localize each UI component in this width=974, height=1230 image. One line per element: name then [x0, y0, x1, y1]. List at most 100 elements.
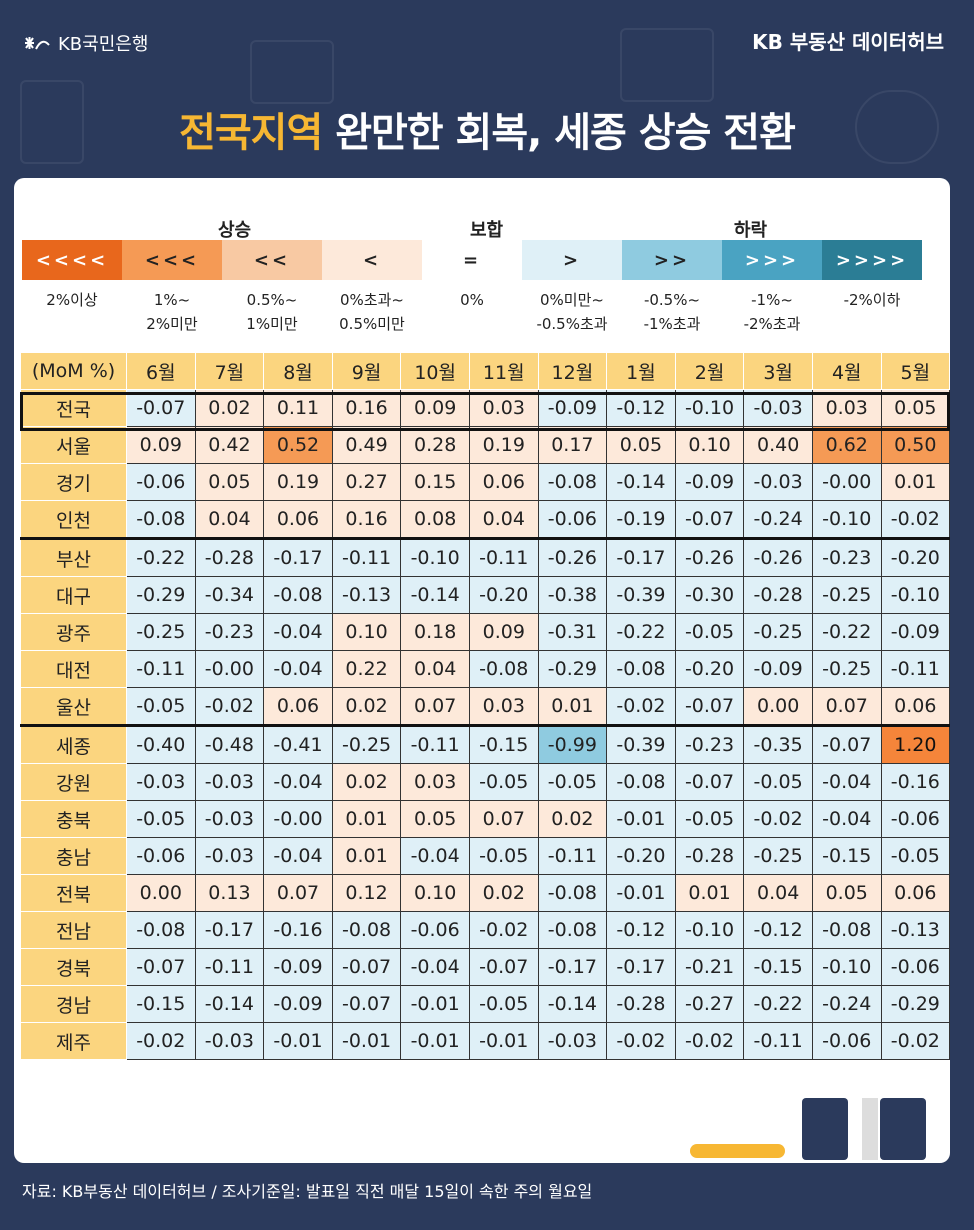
value-cell: 0.13	[194, 874, 265, 912]
region-label: 강원	[20, 763, 127, 801]
value-cell: -0.02	[606, 687, 676, 726]
value-cell: 0.01	[331, 837, 402, 875]
value-cell: -0.31	[537, 613, 608, 651]
bg-chart-outline	[620, 28, 714, 102]
value-cell: 1.20	[880, 724, 951, 764]
legend-label-line1: 2%이상	[46, 291, 98, 309]
value-cell: -0.08	[537, 463, 608, 501]
value-cell: -0.03	[194, 763, 265, 801]
value-cell: -0.05	[537, 763, 608, 801]
value-cell: -0.26	[537, 537, 608, 577]
bg-house-outline	[855, 90, 939, 164]
value-cell: -0.12	[743, 911, 813, 949]
value-cell: -0.07	[674, 687, 745, 726]
value-cell: -0.27	[674, 985, 745, 1023]
value-cell: 0.42	[194, 426, 265, 464]
value-cell: 0.02	[331, 687, 402, 726]
value-cell: 0.49	[331, 426, 402, 464]
region-label: 전국	[20, 389, 127, 427]
region-label: 세종	[20, 724, 127, 764]
value-cell: -0.22	[606, 613, 676, 651]
value-cell: -0.25	[126, 613, 196, 651]
value-cell: 0.03	[468, 389, 539, 427]
legend-label-line1: -2%이하	[843, 291, 901, 309]
value-cell: -0.23	[811, 537, 882, 577]
value-cell: 0.06	[263, 500, 333, 539]
table-row: 충북 -0.05 -0.03 -0.00 0.01 0.05 0.07 0.02 -0.01 -0…	[20, 800, 951, 838]
value-cell: -0.01	[400, 1022, 470, 1060]
table-row: 서울 0.09 0.42 0.52 0.49 0.28 0.19 0.17 0.05 0.10 0.…	[20, 426, 951, 464]
value-cell: -0.07	[674, 500, 745, 539]
value-cell: 0.17	[537, 426, 608, 464]
legend-swatch: <<<<	[22, 240, 122, 280]
value-cell: -0.02	[743, 800, 813, 838]
value-cell: -0.15	[468, 724, 539, 764]
region-label: 서울	[20, 426, 127, 464]
value-cell: 0.02	[194, 389, 265, 427]
value-cell: 0.18	[400, 613, 470, 651]
value-cell: 0.10	[674, 426, 745, 464]
value-cell: -0.20	[880, 537, 951, 577]
page-title: 전국지역 완만한 회복, 세종 상승 전환	[0, 100, 974, 158]
value-cell: -0.15	[126, 985, 196, 1023]
legend-label-line2: -1%초과	[643, 315, 701, 333]
table-row: 강원 -0.03 -0.03 -0.04 0.02 0.03 -0.05 -0.05 -0.08…	[20, 763, 951, 801]
value-cell: -0.48	[194, 724, 265, 764]
value-cell: -0.09	[674, 463, 745, 501]
value-cell: 0.06	[880, 874, 951, 912]
value-cell: -0.14	[537, 985, 608, 1023]
legend-label-line1: 0%	[460, 291, 484, 309]
value-cell: -0.08	[811, 911, 882, 949]
value-cell: -0.19	[606, 500, 676, 539]
table-row: 광주 -0.25 -0.23 -0.04 0.10 0.18 0.09 -0.31 -0.22-…	[20, 613, 951, 651]
value-cell: -0.22	[126, 537, 196, 577]
value-cell: -0.24	[743, 500, 813, 539]
value-cell: -0.10	[400, 537, 470, 577]
value-cell: -0.22	[743, 985, 813, 1023]
region-label: 충북	[20, 800, 127, 838]
legend-swatch: >	[522, 240, 622, 280]
region-label: 대구	[20, 576, 127, 614]
table-row: 대전 -0.11 -0.00 -0.04 0.22 0.04 -0.08 -0.29 -0.08…	[20, 650, 951, 688]
value-cell: -0.01	[606, 874, 676, 912]
legend-label: 0%초과~ 0.5%미만	[324, 288, 420, 336]
value-cell: 0.05	[606, 426, 676, 464]
table-row: 경북 -0.07 -0.11 -0.09 -0.07 -0.04 -0.07 -0.17 -0.…	[20, 948, 951, 986]
legend-label-line1: -1%~	[751, 291, 793, 309]
value-cell: -0.23	[674, 724, 745, 764]
kb-star-icon	[25, 37, 50, 50]
value-cell: -0.04	[263, 613, 333, 651]
value-cell: -0.06	[126, 837, 196, 875]
value-cell: 0.50	[880, 426, 951, 464]
table-row: 인천 -0.08 0.04 0.06 0.16 0.08 0.04 -0.06 -0.19 -0.…	[20, 500, 951, 539]
table-row: 충남 -0.06 -0.03 -0.04 0.01 -0.04 -0.05 -0.11 -0.2…	[20, 837, 951, 875]
value-cell: -0.10	[811, 948, 882, 986]
value-cell: -0.39	[606, 724, 676, 764]
value-cell: -0.01	[263, 1022, 333, 1060]
month-header: 5월	[880, 352, 951, 390]
value-cell: -0.07	[331, 985, 402, 1023]
value-cell: -0.06	[400, 911, 470, 949]
value-cell: -0.11	[331, 537, 402, 577]
value-cell: 0.05	[194, 463, 265, 501]
legend-swatch: =	[422, 240, 522, 280]
value-cell: -0.08	[126, 911, 196, 949]
value-cell: 0.07	[400, 687, 470, 726]
value-cell: -0.05	[743, 763, 813, 801]
value-cell: 0.62	[811, 426, 882, 464]
value-cell: -0.01	[400, 985, 470, 1023]
region-label: 대전	[20, 650, 127, 688]
legend-label-line2: -2%초과	[743, 315, 801, 333]
legend-label: 0.5%~ 1%미만	[224, 288, 320, 336]
value-cell: -0.07	[468, 948, 539, 986]
value-cell: -0.28	[674, 837, 745, 875]
value-cell: -0.08	[126, 500, 196, 539]
value-cell: -0.09	[880, 613, 951, 651]
value-cell: -0.25	[743, 837, 813, 875]
value-cell: -0.00	[811, 463, 882, 501]
value-cell: 0.06	[263, 687, 333, 726]
value-cell: 0.08	[400, 500, 470, 539]
value-cell: 0.52	[263, 426, 333, 464]
value-cell: 0.03	[811, 389, 882, 427]
value-cell: -0.01	[606, 800, 676, 838]
